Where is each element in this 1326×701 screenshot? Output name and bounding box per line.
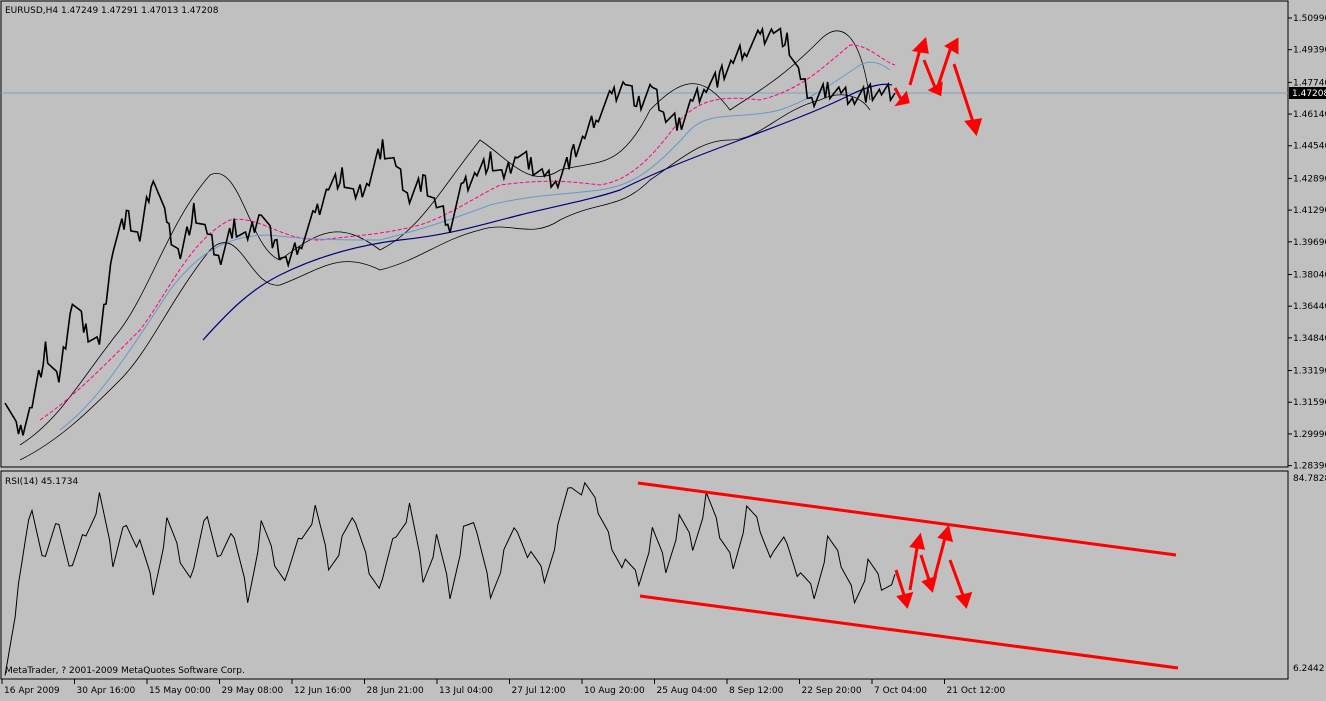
arrow-up-icon (944, 37, 959, 55)
price-y-tick-label: 1.44540 (1293, 142, 1326, 152)
rsi-channel-lower (639, 594, 1179, 670)
price-y-tick-label: 1.39690 (1293, 238, 1326, 248)
rsi-forecast-arrows (894, 524, 973, 609)
arrow-down-icon (896, 591, 914, 609)
x-tick-label: 21 Oct 12:00 (947, 686, 1006, 696)
copyright-text: MetaTrader, ? 2001-2009 MetaQuotes Softw… (5, 666, 245, 676)
price-y-tick-label: 1.49390 (1293, 46, 1326, 56)
rsi-panel-title: RSI(14) 45.1734 (5, 477, 78, 487)
x-tick-label: 10 Aug 20:00 (584, 686, 645, 696)
price-y-tick-label: 1.38040 (1293, 270, 1326, 280)
price-y-tick-label: 1.34840 (1293, 334, 1326, 344)
arrow-up-icon (937, 524, 954, 543)
bollinger-lower (19, 94, 871, 461)
x-tick-label: 16 Apr 2009 (4, 686, 60, 696)
x-tick-label: 13 Jul 04:00 (439, 686, 493, 696)
price-y-tick-label: 1.33190 (1293, 367, 1326, 377)
x-tick-label: 30 Apr 16:00 (77, 686, 136, 696)
price-y-tick-label: 1.46140 (1293, 110, 1326, 120)
arrow-down-icon (955, 591, 973, 609)
arrow-up-icon (911, 36, 929, 54)
arrow-down-icon (927, 81, 943, 97)
price-forecast-arrows (893, 36, 983, 137)
price-y-tick-label: 1.50990 (1293, 14, 1326, 24)
current-price-label: 1.47208 (1292, 89, 1326, 99)
x-tick-label: 29 May 08:00 (222, 686, 284, 696)
arrow-up-icon (909, 532, 926, 550)
price-y-tick-label: 1.31590 (1293, 398, 1326, 408)
ma-magenta (39, 44, 896, 421)
x-tick-label: 28 Jun 21:00 (367, 686, 424, 696)
arrow-down-icon (964, 118, 983, 137)
current-price-tag (1289, 87, 1326, 99)
price-y-ticks: 1.50990 1.49390 1.47740 1.46140 1.44540 1.428… (1288, 14, 1326, 472)
x-tick-label: 15 May 00:00 (149, 686, 211, 696)
x-tick-label: 12 Jun 16:00 (294, 686, 351, 696)
rsi-channel-upper (637, 481, 1177, 557)
ma-light-blue (59, 61, 891, 431)
x-tick-label: 7 Oct 04:00 (874, 686, 927, 696)
x-tick-label: 25 Aug 04:00 (657, 686, 718, 696)
arrow-down-icon (921, 575, 938, 593)
rsi-y-tick-label: 84.7828 (1293, 474, 1326, 484)
ma-dark-blue (202, 83, 893, 341)
rsi-y-tick-label: 6.2442 (1293, 664, 1325, 674)
bollinger-upper (19, 30, 871, 446)
price-y-tick-label: 1.28390 (1293, 462, 1326, 472)
x-tick-label: 27 Jul 12:00 (512, 686, 566, 696)
price-panel-title: EURUSD,H4 1.47249 1.47291 1.47013 1.4720… (5, 6, 219, 16)
price-y-tick-label: 1.42890 (1293, 174, 1326, 184)
x-tick-label: 22 Sep 20:00 (802, 686, 862, 696)
rsi-panel-frame[interactable] (0, 470, 1289, 680)
price-series-line (4, 26, 896, 436)
arrow-down-icon (894, 90, 910, 107)
rsi-series-line (4, 481, 896, 676)
x-ticks: 16 Apr 2009 30 Apr 16:00 15 May 00:00 29 Ma… (1, 679, 1006, 696)
price-y-tick-label: 1.41290 (1293, 206, 1326, 216)
price-y-tick-label: 1.47740 (1293, 78, 1326, 88)
rsi-y-ticks: 84.7828 6.2442 (1293, 474, 1326, 674)
price-y-tick-label: 1.36440 (1293, 302, 1326, 312)
price-panel-frame[interactable] (0, 0, 1289, 468)
price-y-tick-label: 1.29990 (1293, 430, 1326, 440)
x-tick-label: 8 Sep 12:00 (729, 686, 784, 696)
